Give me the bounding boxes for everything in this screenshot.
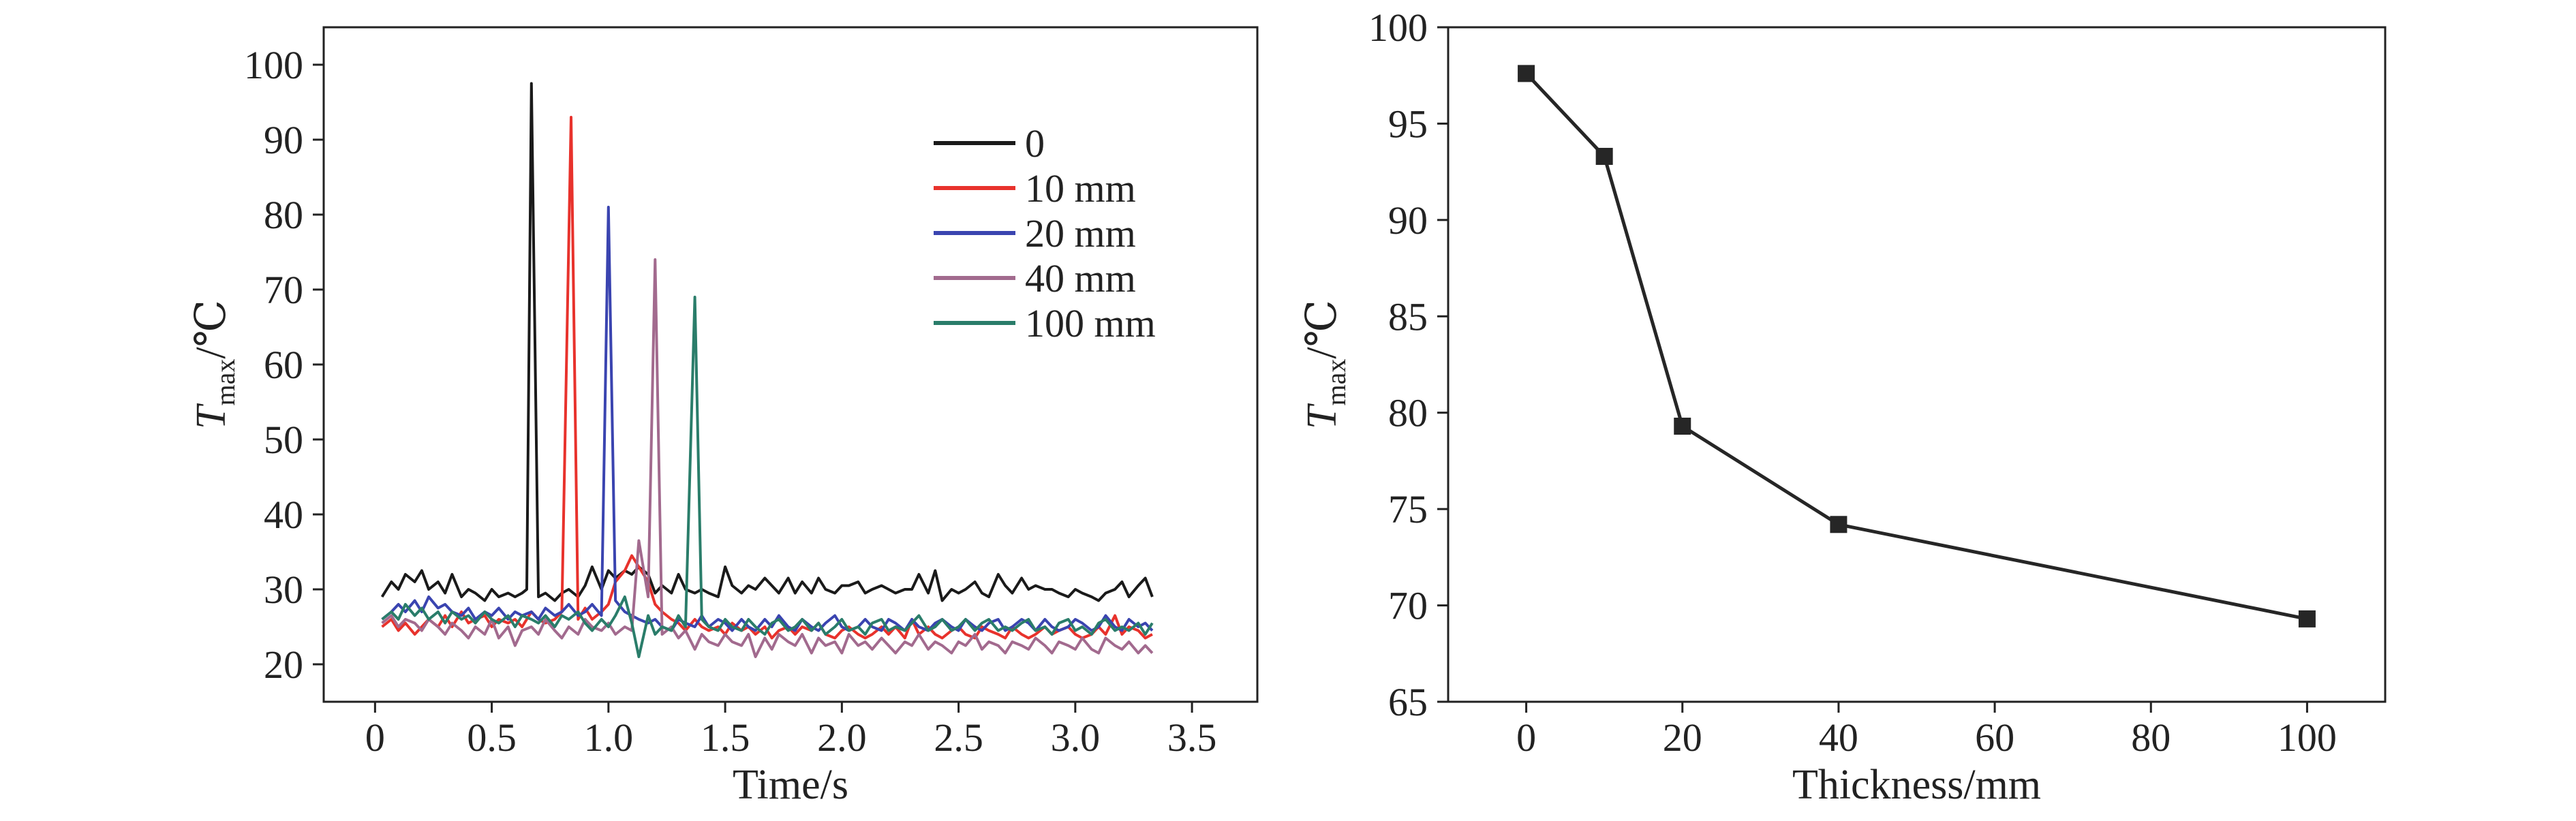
left-ylabel-main: T [188, 403, 234, 429]
right-ytick-label: 85 [1388, 294, 1428, 339]
right-data-point [2298, 610, 2316, 628]
left-ytick-label: 30 [264, 568, 303, 612]
right-series-line-0 [1524, 72, 2307, 621]
left-ytick-label: 70 [264, 268, 303, 312]
right-ylabel: Tmax/℃ [1299, 300, 1351, 429]
right-ytick-label: 65 [1388, 680, 1428, 724]
legend-label-0: 0 [1025, 121, 1045, 166]
left-xtick-label: 2.5 [934, 715, 983, 760]
left-xtick-label: 0 [365, 715, 385, 760]
right-ylabel-sub: max [1321, 359, 1351, 406]
legend-label-4: 100 mm [1025, 301, 1156, 345]
right-plot-frame [1447, 26, 2387, 703]
left-ytick-label: 60 [264, 343, 303, 387]
left-ylabel-unit: /℃ [188, 300, 234, 359]
left-ytick-label: 40 [264, 493, 303, 537]
right-data-point [1595, 148, 1613, 166]
right-ylabel-unit: /℃ [1299, 300, 1345, 359]
right-xtick-label: 0 [1516, 715, 1536, 760]
right-xlabel: Thickness/mm [1792, 762, 2041, 808]
left-ytick-label: 50 [264, 418, 303, 462]
legend-label-2: 20 mm [1025, 211, 1136, 255]
right-ytick-label: 70 [1388, 584, 1428, 628]
right-xtick-label: 80 [2131, 715, 2171, 760]
legend-label-3: 40 mm [1025, 256, 1136, 300]
right-ytick-label: 95 [1388, 102, 1428, 146]
right-data-point [1518, 65, 1535, 82]
left-xtick-label: 0.5 [467, 715, 517, 760]
left-xlabel: Time/s [733, 762, 848, 808]
left-series-line-0 [380, 82, 1154, 602]
left-ylabel: Tmax/℃ [188, 300, 241, 429]
right-xtick-label: 40 [1819, 715, 1858, 760]
left-ytick-label: 100 [244, 43, 303, 87]
right-data-point [1674, 418, 1691, 435]
left-chart: 0 0.5 1.0 1.5 2.0 2.5 3.0 3.5 20 30 40 50 60 70 80 90 10… [188, 26, 1259, 808]
right-xtick-label: 60 [1975, 715, 2014, 760]
right-ylabel-main: T [1299, 403, 1345, 429]
left-xtick-label: 3.0 [1051, 715, 1101, 760]
left-xtick-label: 1.0 [584, 715, 634, 760]
left-xtick-label: 1.5 [701, 715, 750, 760]
left-series-line-3 [381, 258, 1154, 658]
left-ytick-label: 20 [264, 642, 303, 687]
right-ytick-label: 75 [1388, 487, 1428, 531]
left-ytick-label: 80 [264, 193, 303, 237]
legend-label-1: 10 mm [1025, 166, 1136, 211]
left-ylabel-sub: max [210, 359, 241, 406]
left-plot-frame [322, 26, 1259, 703]
right-ytick-label: 90 [1388, 198, 1428, 243]
right-xtick-label: 100 [2278, 715, 2337, 760]
left-xtick-label: 2.0 [817, 715, 867, 760]
left-xtick-label: 3.5 [1167, 715, 1217, 760]
left-ytick-label: 90 [264, 118, 303, 162]
right-ytick-label: 80 [1388, 391, 1428, 435]
right-chart: 0 20 40 60 80 100 65 70 75 80 85 90 95 100 Thickness/m… [1299, 5, 2387, 808]
right-data-point [1830, 516, 1847, 533]
left-series-line-4 [381, 296, 1154, 658]
right-ytick-label: 100 [1368, 5, 1428, 50]
right-xtick-label: 20 [1663, 715, 1702, 760]
